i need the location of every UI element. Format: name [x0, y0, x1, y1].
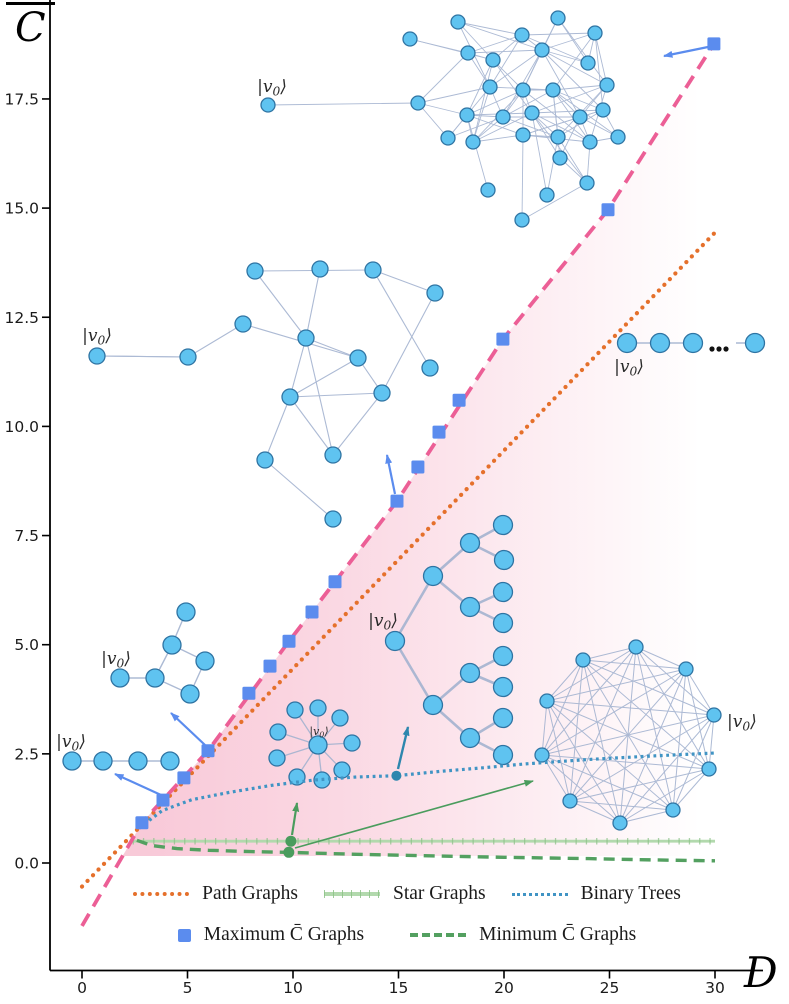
binary-trees-line-sample	[511, 892, 568, 896]
legend-item-minimum-graphs: Minimum C̄ Graphs	[410, 924, 636, 946]
x-tick-label: 15	[389, 979, 409, 997]
annotation-arrow	[290, 802, 300, 836]
legend-item-path-graphs: Path Graphs	[133, 883, 298, 905]
illustration-star-graph-10	[268, 699, 361, 789]
highlight-point	[391, 770, 402, 781]
legend-item-maximum-graphs: Maximum C̄ Graphs	[177, 924, 365, 946]
annotation-arrow	[385, 454, 397, 495]
annotation-arrow	[294, 779, 534, 849]
illustration-binary-tree-15	[384, 514, 515, 766]
v0-ket-label: |v0⟩	[56, 732, 86, 754]
x-tick-label: 5	[183, 979, 193, 997]
ellipsis-dot	[709, 346, 715, 352]
maximum-graphs-markers	[135, 37, 721, 830]
ellipsis-dot	[723, 346, 729, 352]
x-tick-label: 30	[705, 979, 725, 997]
star-graphs-line-sample	[324, 890, 381, 898]
x-tick-label: 25	[600, 979, 620, 997]
highlight-point	[285, 835, 297, 847]
y-tick-label: 5.0	[14, 636, 39, 654]
illustration-small-graph-6	[110, 602, 215, 704]
annotation-arrow	[396, 726, 410, 770]
axis-spines	[49, 0, 763, 972]
c-bar-letter: C	[6, 2, 55, 50]
y-tick-label: 17.5	[4, 90, 39, 108]
ellipsis-dot	[716, 346, 722, 352]
annotation-arrow	[170, 712, 206, 746]
v0-ket-label: |v0⟩	[257, 77, 287, 99]
y-tick-label: 12.5	[4, 309, 39, 327]
graph-edges	[541, 646, 715, 824]
graph-nodes	[260, 10, 626, 228]
v0-ket-label: |v0⟩	[309, 725, 328, 739]
illustration-medium-graph-15	[88, 260, 444, 528]
illustration-complete-graph-10	[534, 639, 722, 831]
v0-ket-label: |v0⟩	[82, 326, 112, 348]
legend-item-star-graphs: Star Graphs	[324, 883, 486, 905]
v0-ket-label: |v0⟩	[101, 649, 131, 671]
graph-nodes	[268, 699, 361, 789]
legend-item-binary-trees: Binary Trees	[511, 883, 681, 905]
legend-label-minimum-graphs: Minimum C̄ Graphs	[479, 924, 637, 945]
axes: 0.0 2.5 5.0 7.5 10.0 12.5 15.0 17.5 0 5 10 15 20 25 30	[4, 0, 763, 997]
graph-nodes	[534, 639, 722, 831]
x-axis-label: D	[744, 948, 778, 997]
legend-label-binary-trees: Binary Trees	[580, 883, 681, 904]
annotation-arrow	[663, 45, 709, 58]
y-axis-label: C	[6, 2, 55, 50]
illustration-path-graph-4	[62, 751, 180, 771]
v0-ket-label: |v0⟩	[727, 712, 757, 734]
annotation-arrow	[114, 772, 162, 797]
series-minimum-c-graphs	[136, 838, 716, 863]
legend-label-maximum-graphs: Maximum C̄ Graphs	[203, 924, 365, 945]
legend-row-1: Path Graphs Star Graphs Binary Trees	[52, 883, 762, 905]
x-tick-label: 0	[77, 979, 87, 997]
graph-nodes	[616, 332, 766, 354]
legend-row-2: Maximum C̄ Graphs Minimum C̄ Graphs	[52, 924, 762, 946]
y-tick-label: 10.0	[4, 418, 39, 436]
graph-edges	[267, 17, 619, 221]
y-tick-label: 7.5	[14, 527, 39, 545]
graph-nodes	[88, 260, 444, 528]
y-tick-label: 0.0	[14, 855, 39, 873]
legend-label-path-graphs: Path Graphs	[202, 883, 299, 904]
illustration-dense-graph-30	[260, 10, 626, 228]
path-graphs-line-sample	[133, 892, 190, 896]
x-tick-label: 10	[283, 979, 303, 997]
maximum-graphs-marker-sample	[177, 928, 191, 942]
graph-nodes	[110, 602, 215, 704]
minimum-graphs-line-sample	[410, 933, 467, 937]
highlight-point	[283, 846, 295, 858]
illustration-long-path-graph	[616, 332, 766, 354]
graph-nodes	[384, 514, 515, 766]
v0-ket-label: |v0⟩	[614, 357, 644, 379]
legend-label-star-graphs: Star Graphs	[393, 883, 486, 904]
y-tick-label: 15.0	[4, 200, 39, 218]
graph-nodes	[62, 751, 180, 771]
y-tick-label: 2.5	[14, 745, 39, 763]
x-tick-label: 20	[494, 979, 514, 997]
v0-ket-label: |v0⟩	[368, 611, 398, 633]
graph-edges	[96, 268, 436, 520]
series-binary-trees	[138, 751, 716, 830]
